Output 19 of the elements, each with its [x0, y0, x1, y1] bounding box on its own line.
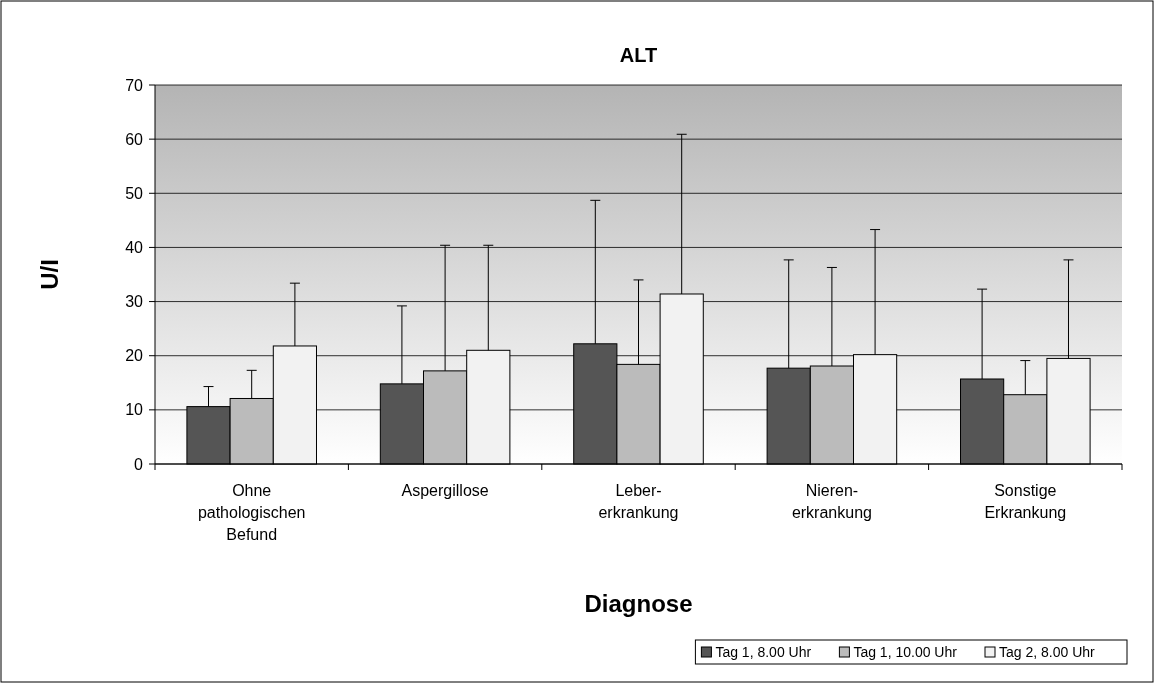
y-tick-label: 10 — [125, 401, 144, 419]
y-tick-label: 60 — [125, 130, 144, 148]
y-tick-label: 20 — [125, 347, 144, 365]
y-tick-label: 40 — [125, 239, 144, 257]
x-axis-title: Diagnose — [584, 590, 693, 617]
y-tick-label: 70 — [125, 76, 144, 94]
chart-title: ALT — [619, 44, 658, 66]
x-tick-label: Aspergillose — [401, 482, 489, 499]
legend-label: Tag 1, 10.00 Uhr — [853, 644, 958, 660]
y-axis-title: U/I — [36, 259, 63, 290]
legend-label: Tag 1, 8.00 Uhr — [715, 644, 812, 660]
y-tick-label: 0 — [134, 455, 144, 473]
y-tick-label: 50 — [125, 184, 144, 202]
y-tick-label: 30 — [125, 293, 144, 311]
legend-label: Tag 2, 8.00 Uhr — [999, 644, 1096, 660]
x-tick-label: Sonstige Erkrankung — [984, 482, 1067, 521]
x-tick-label: Nieren- erkrankung — [791, 482, 872, 521]
x-tick-label: Leber- erkrankung — [598, 482, 679, 521]
x-tick-label: Ohne pathologischen Befund — [197, 482, 306, 543]
